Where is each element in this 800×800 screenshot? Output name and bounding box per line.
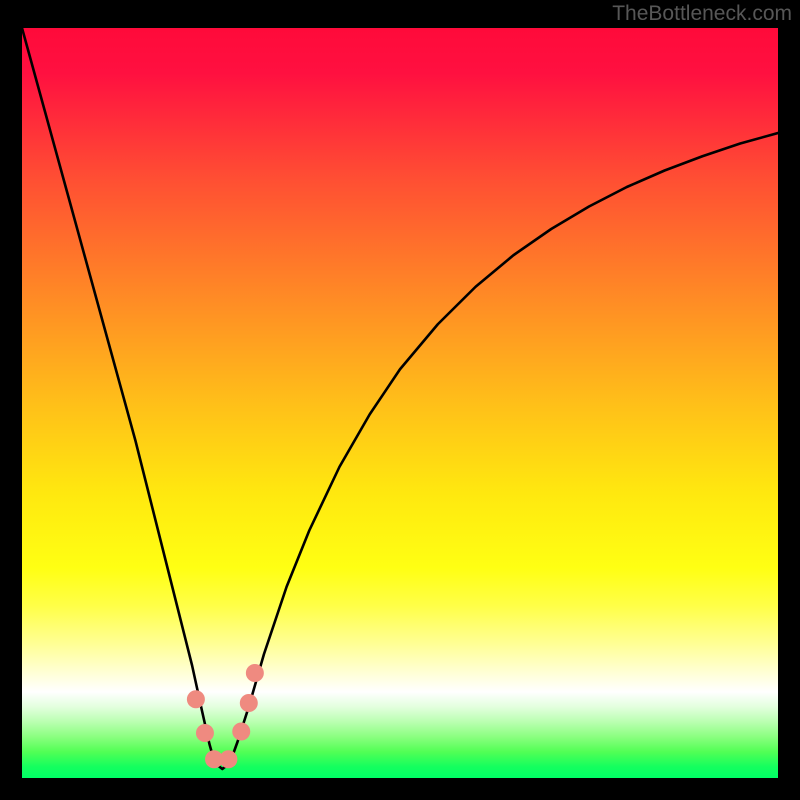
chart-frame: TheBottleneck.com: [0, 0, 800, 800]
highlight-marker: [196, 724, 214, 742]
highlight-marker: [187, 690, 205, 708]
highlight-marker: [246, 664, 264, 682]
watermark-label: TheBottleneck.com: [612, 2, 792, 26]
highlight-marker: [240, 694, 258, 712]
plot-area: [22, 28, 778, 778]
highlight-marker: [232, 723, 250, 741]
highlight-marker: [219, 750, 237, 768]
gradient-background: [22, 28, 778, 778]
